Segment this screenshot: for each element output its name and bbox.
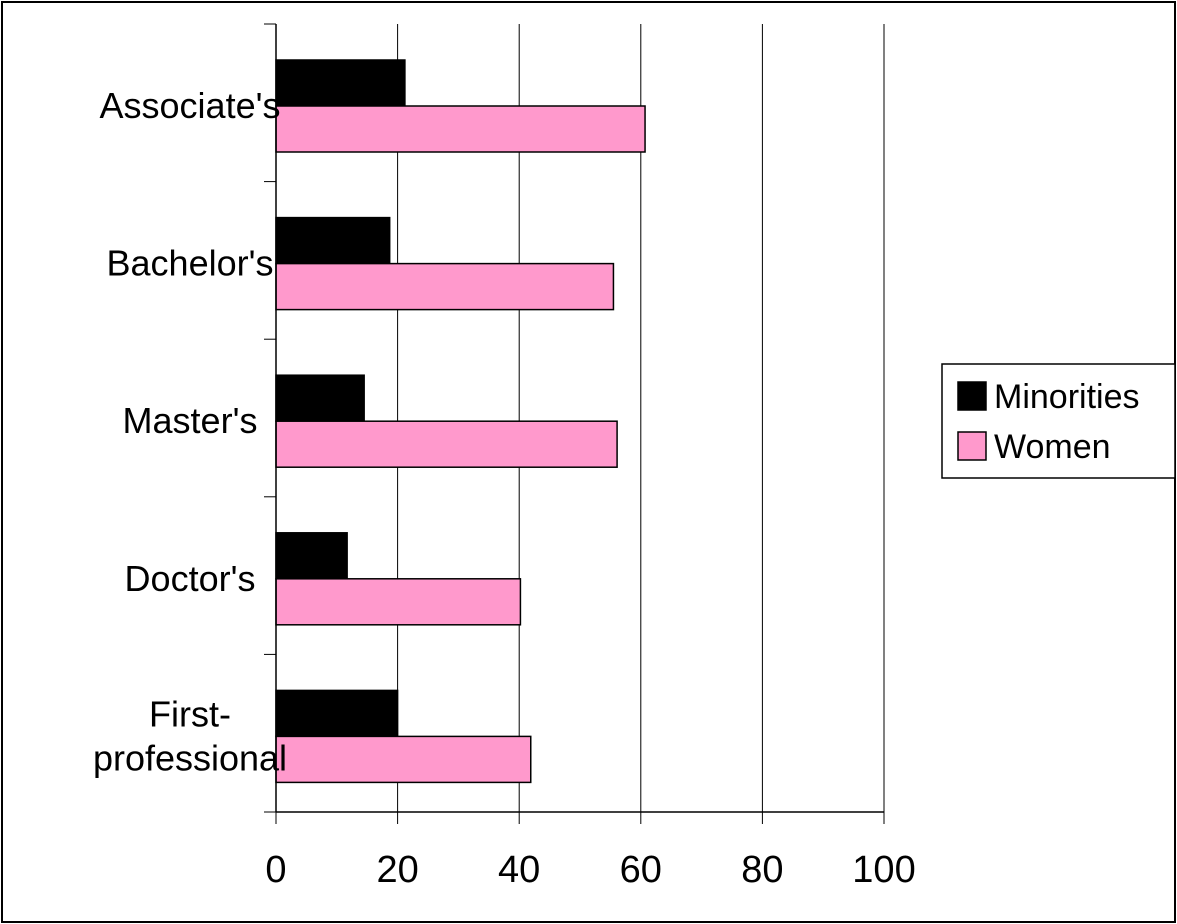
x-tick-label-60: 60 xyxy=(620,849,662,891)
legend-swatch-women xyxy=(957,431,987,461)
bar-minorities-3 xyxy=(275,532,348,580)
x-tick-label-0: 0 xyxy=(265,849,286,891)
axes xyxy=(264,23,885,824)
bar-minorities-0 xyxy=(275,59,406,107)
category-label-3: Doctor's xyxy=(125,558,256,599)
bar-minorities-1 xyxy=(275,216,391,265)
category-label-4-line-0: First- xyxy=(149,693,231,734)
bar-women-1 xyxy=(275,262,615,311)
bar-women-2 xyxy=(275,420,618,468)
category-label-2: Master's xyxy=(123,400,258,441)
bar-women-4 xyxy=(275,735,532,784)
x-tick-label-80: 80 xyxy=(741,849,783,891)
legend-label-minorities: Minorities xyxy=(994,378,1139,416)
category-label-0: Associate's xyxy=(100,85,281,126)
bar-women-0 xyxy=(275,105,646,153)
category-labels: Associate's Bachelor's Master's Doctor's Fir… xyxy=(93,85,287,778)
bar-minorities-2 xyxy=(275,374,365,422)
category-label-1: Bachelor's xyxy=(107,243,274,284)
x-tick-label-100: 100 xyxy=(852,849,915,891)
bar-women-3 xyxy=(275,578,522,626)
x-tick-label-20: 20 xyxy=(376,849,418,891)
legend-label-women: Women xyxy=(994,428,1111,466)
gridlines xyxy=(397,24,885,812)
x-tick-labels: 0 20 40 60 80 100 xyxy=(265,849,915,891)
legend-swatch-minorities xyxy=(957,381,987,411)
bar-minorities-4 xyxy=(275,689,399,738)
category-label-4-line-1: professional xyxy=(93,737,287,778)
x-tick-label-40: 40 xyxy=(498,849,540,891)
bars xyxy=(275,59,646,784)
legend: Minorities Women xyxy=(941,363,1176,479)
